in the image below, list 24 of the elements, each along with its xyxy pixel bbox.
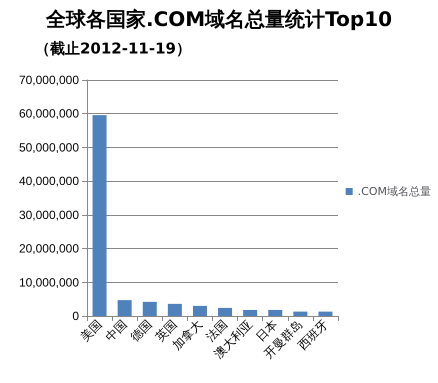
- bar: [268, 310, 282, 316]
- y-tick-label: 60,000,000: [18, 106, 80, 121]
- bar: [142, 302, 157, 316]
- chart-subtitle: （截止2012-11-19）: [35, 40, 191, 58]
- y-tick-label: 20,000,000: [18, 242, 80, 256]
- x-tick-label: 德国: [128, 317, 155, 344]
- bar: [218, 308, 232, 316]
- bar: [118, 300, 132, 316]
- bar: [318, 312, 332, 316]
- y-tick-label: 30,000,000: [18, 208, 80, 222]
- x-tick-label: 美国: [78, 317, 104, 344]
- bar: [293, 312, 308, 316]
- y-tick-label: 70,000,000: [18, 73, 80, 87]
- x-tick-label: 中国: [102, 317, 130, 344]
- bar: [192, 306, 207, 316]
- y-tick-label: 50,000,000: [18, 140, 80, 154]
- bar: [168, 304, 182, 316]
- chart-title: 全球各国家.COM域名总量统计Top10: [44, 7, 392, 31]
- legend-label: .COM域名总量: [358, 185, 431, 198]
- y-tick-label: 10,000,000: [18, 275, 80, 290]
- y-tick-label: 0: [72, 309, 80, 323]
- y-tick-label: 40,000,000: [18, 174, 80, 188]
- bar: [92, 115, 107, 316]
- bar: [243, 310, 258, 316]
